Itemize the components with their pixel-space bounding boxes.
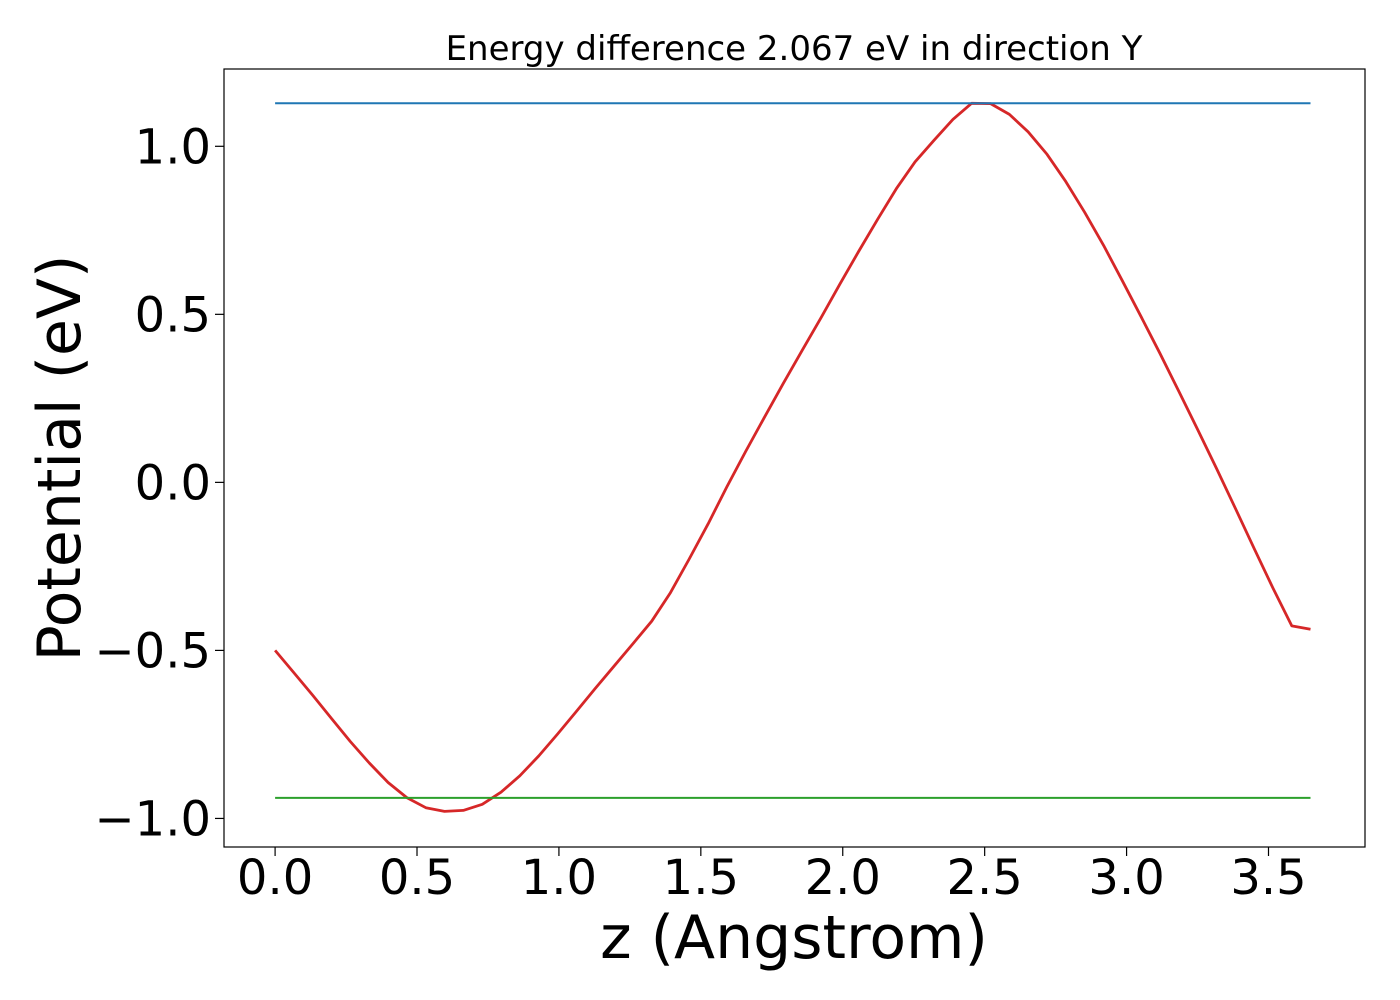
y-tick-label: 1.0 (135, 119, 211, 175)
plot-area (223, 68, 1366, 848)
x-tick-label: 0.5 (379, 850, 455, 906)
x-tick-label: 2.0 (805, 850, 881, 906)
plot-frame (223, 68, 1366, 848)
x-tick-label: 3.0 (1088, 850, 1164, 906)
x-tick-label: 1.5 (663, 850, 739, 906)
chart-title: Energy difference 2.067 eV in direction … (446, 29, 1143, 69)
x-axis-label: z (Angstrom) (600, 903, 988, 973)
x-axis: 0.0 0.5 1.0 1.5 2.0 2.5 3.0 3.5 (237, 847, 1307, 906)
x-tick-label: 2.5 (946, 850, 1022, 906)
y-tick-label: 0.5 (135, 287, 211, 343)
y-tick-label: 0.0 (135, 455, 211, 511)
x-tick-label: 3.5 (1230, 850, 1306, 906)
x-tick-label: 1.0 (521, 850, 597, 906)
series-line-0 (274, 101, 1311, 813)
y-axis: −1.0 −0.5 0.0 0.5 1.0 (94, 119, 224, 847)
y-tick-label: −1.0 (94, 791, 211, 847)
series-layer (274, 101, 1311, 813)
x-tick-label: 0.0 (237, 850, 313, 906)
y-tick-label: −0.5 (94, 623, 211, 679)
y-axis-label: Potential (eV) (25, 255, 95, 662)
